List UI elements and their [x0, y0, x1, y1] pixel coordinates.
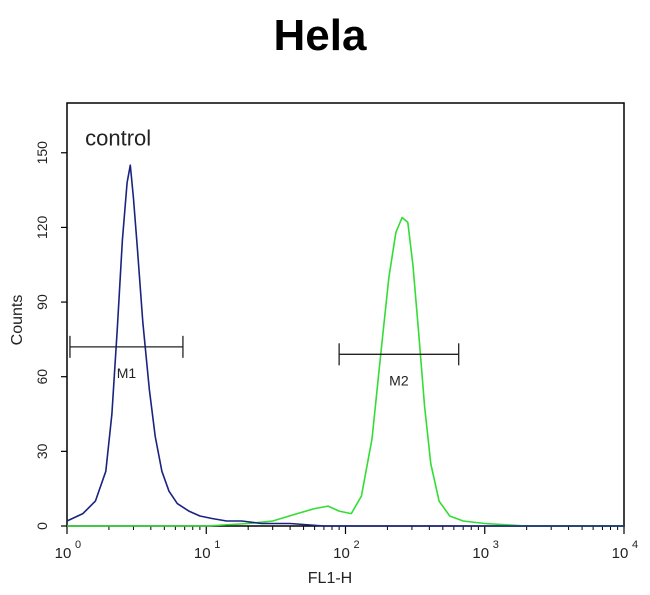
y-tick-label: 0	[34, 522, 50, 530]
series-control-line	[66, 164, 624, 527]
x-tick-label-exponent: 3	[493, 539, 499, 551]
x-tick-label-exponent: 2	[354, 539, 360, 551]
x-tick-label-base: 10	[612, 545, 629, 562]
chart-title: Hela	[274, 11, 367, 60]
x-tick-label-base: 10	[194, 545, 211, 562]
x-tick-label-base: 10	[472, 545, 489, 562]
y-tick-label: 90	[34, 294, 50, 310]
series-layer	[66, 164, 624, 527]
x-axis-label: FL1-H	[308, 570, 352, 587]
y-tick-label: 60	[34, 369, 50, 385]
marker-label: M1	[117, 365, 137, 381]
y-axis-label: Counts	[9, 295, 26, 346]
gate-markers: M1 M2	[69, 335, 460, 388]
marker-label: M2	[389, 372, 409, 388]
y-tick-label: 150	[34, 141, 50, 165]
x-tick-label-exponent: 0	[75, 539, 81, 551]
y-axis: 0 30 60 90 120 150	[34, 141, 67, 530]
x-axis: 10 0 10 1 10 2 10 3 10 4	[55, 526, 638, 562]
x-tick-label-base: 10	[333, 545, 350, 562]
x-tick-label-exponent: 1	[214, 539, 220, 551]
annotation-control: control	[85, 125, 151, 150]
x-tick-label-exponent: 4	[632, 539, 638, 551]
x-tick-label-base: 10	[55, 545, 72, 562]
y-tick-label: 120	[34, 216, 50, 240]
y-tick-label: 30	[34, 443, 50, 459]
series-sample-line	[67, 216, 624, 527]
plot-area	[66, 102, 625, 527]
